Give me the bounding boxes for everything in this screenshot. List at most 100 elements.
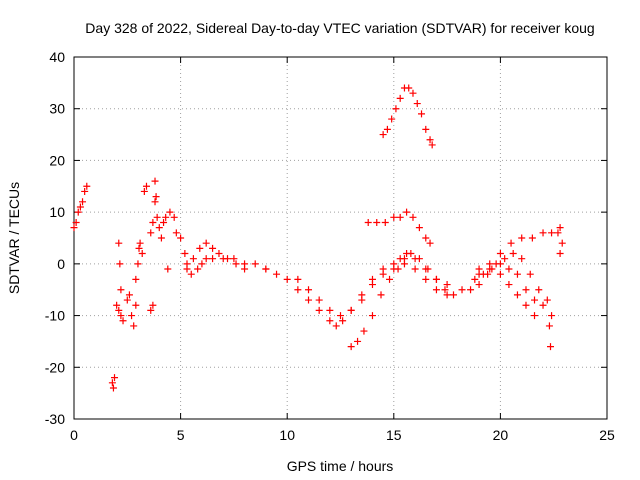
data-point bbox=[535, 286, 543, 294]
plot-frame bbox=[73, 56, 608, 420]
data-point bbox=[315, 296, 323, 304]
data-point bbox=[187, 270, 195, 278]
data-point bbox=[83, 182, 91, 190]
data-point bbox=[383, 125, 391, 133]
series-hump-15h bbox=[364, 208, 434, 247]
data-point bbox=[539, 229, 547, 237]
data-point bbox=[305, 286, 313, 294]
x-tick-label: 5 bbox=[177, 427, 185, 443]
data-point bbox=[170, 213, 178, 221]
data-point bbox=[475, 281, 483, 289]
data-point bbox=[379, 270, 387, 278]
y-tick-label: -30 bbox=[45, 411, 65, 427]
data-point bbox=[364, 218, 372, 226]
data-point bbox=[415, 255, 423, 263]
data-point bbox=[337, 312, 344, 320]
data-point bbox=[241, 265, 249, 273]
data-point bbox=[543, 296, 551, 304]
data-point bbox=[403, 208, 411, 216]
data-point bbox=[354, 337, 362, 345]
y-tick-labels: 40 30 20 10 0 -10 -20 -30 bbox=[45, 49, 65, 427]
data-point bbox=[554, 229, 562, 237]
y-tick-label: -20 bbox=[45, 359, 65, 375]
data-point bbox=[136, 239, 144, 247]
data-point bbox=[215, 250, 223, 258]
data-point bbox=[305, 296, 313, 304]
data-point bbox=[140, 187, 148, 195]
data-point bbox=[528, 234, 536, 242]
data-point bbox=[507, 239, 515, 247]
data-point bbox=[443, 281, 451, 289]
data-point bbox=[513, 270, 521, 278]
data-point bbox=[125, 291, 133, 299]
series-drop-2h bbox=[113, 239, 127, 325]
data-point bbox=[164, 265, 172, 273]
series-deep-13h bbox=[347, 250, 466, 351]
data-point bbox=[111, 374, 119, 382]
data-point bbox=[509, 250, 517, 258]
data-point bbox=[407, 250, 415, 258]
data-point bbox=[501, 255, 509, 263]
data-point bbox=[432, 275, 440, 283]
series-late3-19-23h bbox=[475, 224, 566, 273]
data-point bbox=[132, 301, 140, 309]
data-point bbox=[556, 250, 564, 258]
data-point bbox=[166, 208, 174, 216]
x-tick-labels: 0 5 10 15 20 25 bbox=[70, 427, 615, 443]
data-point bbox=[449, 291, 457, 299]
y-tick-label: 0 bbox=[57, 256, 65, 272]
data-point bbox=[368, 312, 376, 320]
data-point bbox=[138, 250, 146, 258]
data-point bbox=[547, 343, 555, 351]
x-tick-label: 10 bbox=[279, 427, 295, 443]
data-point bbox=[149, 301, 157, 309]
data-point bbox=[232, 260, 240, 268]
data-point bbox=[251, 260, 259, 268]
data-point bbox=[294, 275, 302, 283]
series-late2-19-22h bbox=[471, 265, 539, 320]
data-point bbox=[522, 301, 530, 309]
chart-title: Day 328 of 2022, Sidereal Day-to-day VTE… bbox=[85, 20, 594, 36]
data-point bbox=[458, 286, 466, 294]
data-point bbox=[202, 239, 210, 247]
data-point bbox=[418, 110, 426, 118]
grid bbox=[73, 56, 608, 420]
y-tick-label: -10 bbox=[45, 308, 65, 324]
data-point bbox=[396, 213, 404, 221]
data-point bbox=[388, 115, 396, 123]
data-point bbox=[426, 136, 434, 144]
series-late4-19-22h bbox=[475, 260, 547, 309]
data-point bbox=[177, 234, 185, 242]
data-point bbox=[147, 229, 155, 237]
data-point bbox=[545, 322, 553, 330]
series-rise-3h bbox=[123, 182, 150, 330]
series-peak-15.5h bbox=[379, 84, 436, 149]
series-outlier-low bbox=[108, 374, 119, 392]
data-point bbox=[415, 224, 423, 232]
series-descent-9-13h bbox=[262, 250, 451, 330]
data-point bbox=[70, 224, 78, 232]
data-point bbox=[151, 198, 159, 206]
data-point bbox=[347, 343, 355, 351]
data-point bbox=[117, 286, 125, 294]
data-point bbox=[119, 317, 127, 325]
data-point bbox=[422, 234, 430, 242]
data-point bbox=[153, 213, 161, 221]
data-point bbox=[424, 265, 432, 273]
data-point bbox=[426, 239, 434, 247]
series-late-19-22h bbox=[467, 250, 556, 351]
data-point bbox=[441, 286, 449, 294]
data-point bbox=[115, 239, 123, 247]
data-point bbox=[394, 265, 402, 273]
data-point bbox=[467, 286, 475, 294]
data-point bbox=[496, 270, 504, 278]
data-point bbox=[379, 131, 387, 139]
data-point bbox=[505, 281, 513, 289]
data-point bbox=[411, 265, 419, 273]
data-point bbox=[183, 260, 191, 268]
data-point bbox=[189, 255, 197, 263]
data-point bbox=[409, 213, 417, 221]
data-point bbox=[386, 275, 394, 283]
data-point bbox=[531, 296, 539, 304]
